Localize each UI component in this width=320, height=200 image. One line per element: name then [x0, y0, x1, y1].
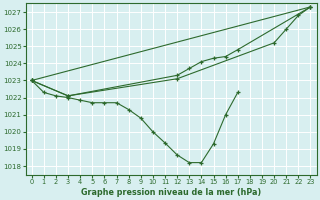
X-axis label: Graphe pression niveau de la mer (hPa): Graphe pression niveau de la mer (hPa) [81, 188, 261, 197]
